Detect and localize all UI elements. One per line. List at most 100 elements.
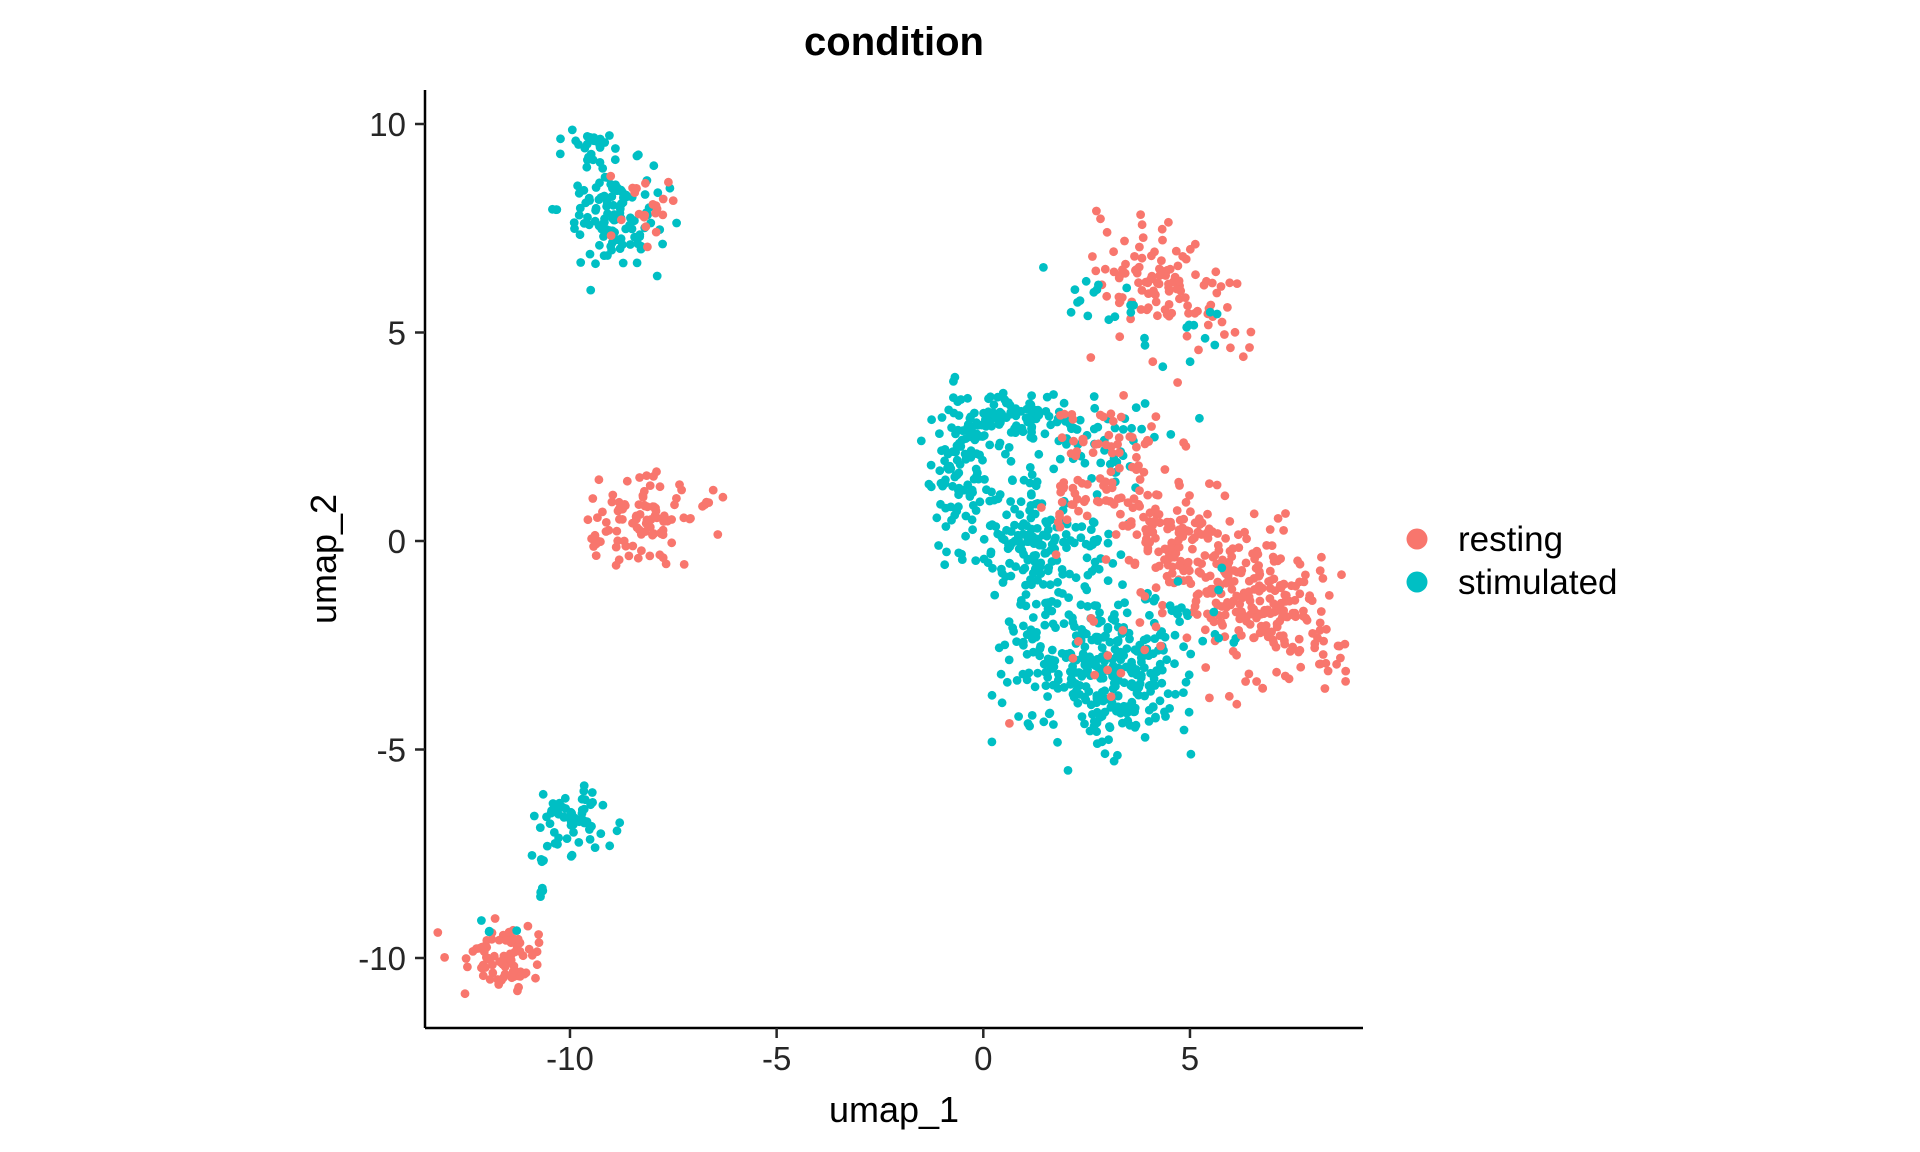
data-point-stimulated <box>608 214 618 224</box>
data-point-stimulated <box>1105 722 1114 731</box>
data-point-resting <box>1211 267 1221 277</box>
data-point-resting <box>1226 600 1236 610</box>
data-point-stimulated <box>1100 749 1110 759</box>
data-point-resting <box>1068 483 1078 493</box>
data-point-resting <box>646 515 656 524</box>
data-point-resting <box>1276 554 1285 563</box>
data-point-resting <box>485 975 495 984</box>
data-point-resting <box>513 934 523 944</box>
data-point-resting <box>1135 475 1145 484</box>
data-point-resting <box>1191 270 1200 280</box>
data-point-resting <box>1320 684 1330 693</box>
data-point-stimulated <box>1140 340 1150 350</box>
data-point-stimulated <box>1112 636 1121 646</box>
data-point-resting <box>1220 491 1230 501</box>
data-point-resting <box>1224 691 1234 701</box>
data-point-stimulated <box>579 804 589 814</box>
data-point-stimulated <box>579 781 589 790</box>
data-point-stimulated <box>590 843 600 852</box>
data-point-resting <box>1146 525 1156 534</box>
data-point-resting <box>1341 677 1350 686</box>
data-point-resting <box>686 514 695 523</box>
data-point-stimulated <box>588 798 597 807</box>
data-point-resting <box>1167 569 1177 578</box>
data-point-resting <box>642 471 651 480</box>
data-point-stimulated <box>1089 287 1099 297</box>
data-point-stimulated <box>954 411 964 420</box>
data-point-resting <box>1229 566 1239 575</box>
data-point-stimulated <box>595 158 605 167</box>
data-point-stimulated <box>967 515 977 525</box>
data-point-stimulated <box>536 892 545 901</box>
data-point-resting <box>1220 330 1229 339</box>
data-point-stimulated <box>548 204 557 214</box>
data-point-stimulated <box>1083 311 1093 321</box>
data-point-stimulated <box>1050 536 1059 546</box>
data-point-resting <box>1060 409 1069 419</box>
data-point-resting <box>1252 613 1261 623</box>
data-point-resting <box>1340 639 1350 649</box>
data-point-stimulated <box>991 522 1001 531</box>
data-point-stimulated <box>1130 707 1139 716</box>
plot-title: condition <box>804 20 984 64</box>
data-point-stimulated <box>1179 688 1188 697</box>
data-point-resting <box>1324 591 1334 600</box>
data-point-resting <box>632 523 642 532</box>
data-point-resting <box>1244 576 1254 586</box>
data-point-stimulated <box>1096 458 1106 468</box>
data-point-stimulated <box>973 420 983 430</box>
data-point-stimulated <box>1025 463 1035 472</box>
data-point-resting <box>1305 591 1315 601</box>
data-point-resting <box>1205 693 1214 703</box>
data-point-resting <box>1202 528 1212 538</box>
data-point-stimulated <box>1059 619 1069 628</box>
data-point-stimulated <box>535 823 545 832</box>
data-point-stimulated <box>590 216 600 226</box>
data-point-resting <box>506 955 516 965</box>
data-point-stimulated <box>1084 660 1093 670</box>
data-point-stimulated <box>1166 430 1176 439</box>
data-point-stimulated <box>996 669 1006 679</box>
data-point-resting <box>1221 534 1230 543</box>
data-point-stimulated <box>1101 631 1110 640</box>
data-point-stimulated <box>1152 667 1162 677</box>
data-point-stimulated <box>1160 707 1169 717</box>
data-point-stimulated <box>1080 719 1089 729</box>
data-point-resting <box>1102 485 1111 494</box>
data-point-stimulated <box>936 499 945 509</box>
data-point-stimulated <box>1209 607 1219 617</box>
data-point-stimulated <box>1210 340 1220 350</box>
data-point-stimulated <box>1086 525 1096 534</box>
data-point-stimulated <box>970 435 980 445</box>
data-point-stimulated <box>611 144 620 153</box>
data-point-resting <box>1163 524 1172 534</box>
data-point-resting <box>1242 534 1251 544</box>
data-point-resting <box>1174 535 1183 545</box>
data-point-resting <box>1183 301 1192 311</box>
data-point-stimulated <box>1019 621 1028 631</box>
data-point-stimulated <box>935 429 944 438</box>
data-point-stimulated <box>1140 733 1150 742</box>
data-point-resting <box>670 500 679 510</box>
data-point-stimulated <box>1004 655 1014 665</box>
data-point-resting <box>1164 311 1174 321</box>
data-point-resting <box>1279 579 1289 589</box>
data-point-resting <box>1269 599 1279 609</box>
data-point-resting <box>1315 625 1325 635</box>
data-point-stimulated <box>608 238 617 247</box>
data-point-stimulated <box>1059 683 1069 692</box>
data-point-stimulated <box>1077 712 1087 721</box>
data-point-resting <box>1077 478 1087 488</box>
data-point-resting <box>534 930 543 939</box>
data-point-resting <box>1174 542 1184 552</box>
data-point-stimulated <box>576 258 586 267</box>
data-point-resting <box>1223 303 1232 312</box>
data-point-resting <box>1238 352 1248 362</box>
data-point-stimulated <box>573 181 582 191</box>
data-point-stimulated <box>612 826 622 836</box>
data-point-stimulated <box>959 485 969 495</box>
data-point-stimulated <box>989 400 999 410</box>
data-point-resting <box>1135 502 1144 511</box>
data-point-resting <box>1106 409 1116 419</box>
data-point-resting <box>718 492 728 502</box>
